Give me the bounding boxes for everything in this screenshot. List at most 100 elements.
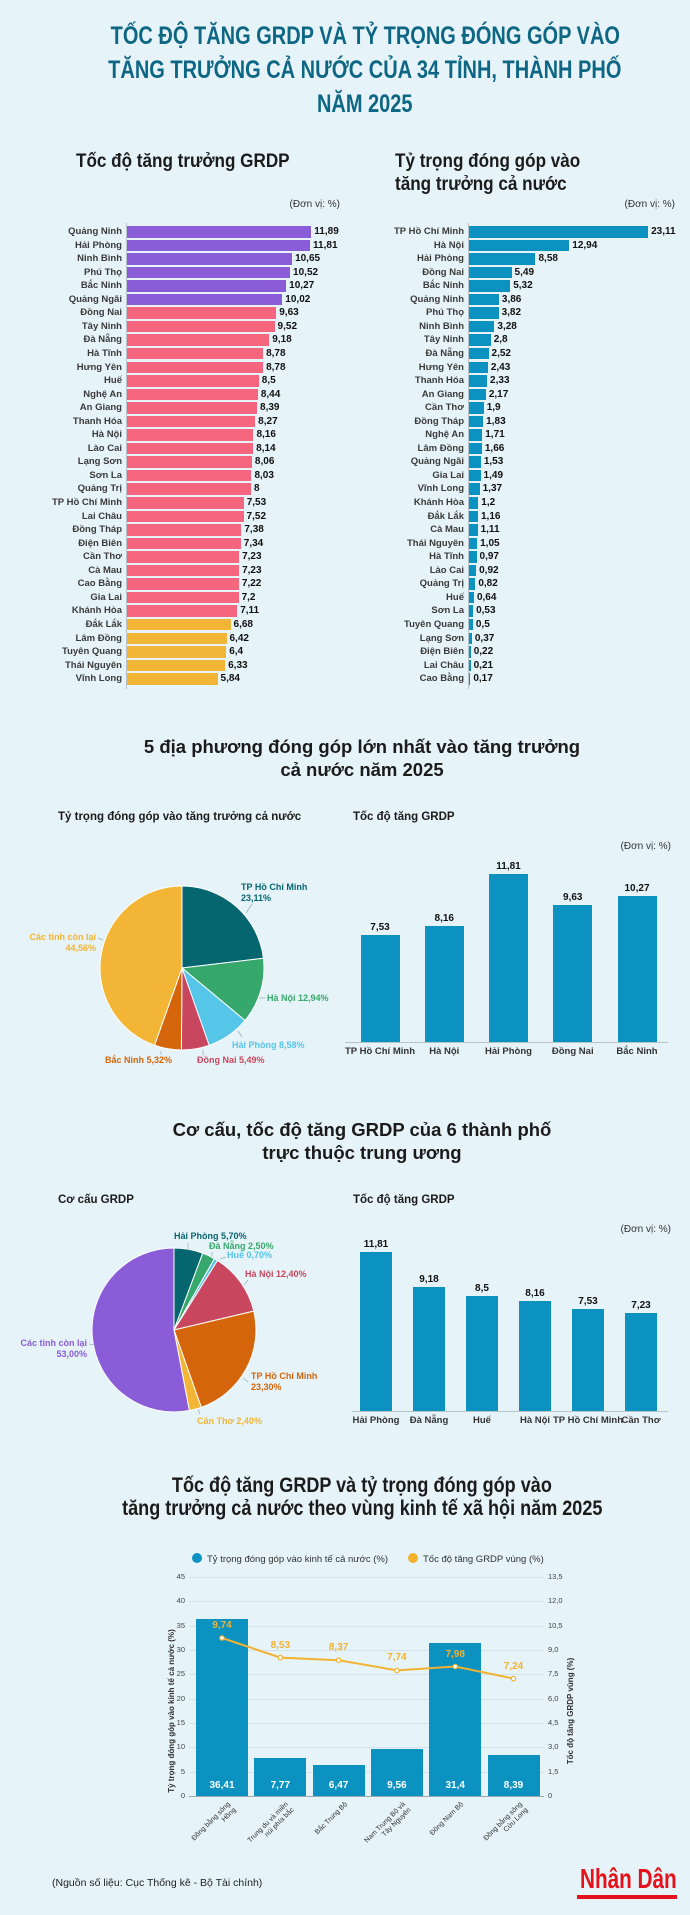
bar-value-label: 3,86 <box>501 293 522 305</box>
bar-value-label: 3,28 <box>497 320 517 332</box>
line-value-label: 9,74 <box>212 1619 232 1631</box>
bar-value-label: 0,17 <box>473 673 493 685</box>
bar-value-label: 0,64 <box>476 591 497 603</box>
grdp-growth-34-bar-chart: Quảng Ninh 11,89 Hải Phòng 11,81 Ninh Bình 10… <box>0 223 345 695</box>
bar-category-label: Nghệ An <box>425 429 464 441</box>
bar-category-label: Đắk Lắk <box>85 618 122 630</box>
section3-heading-line-1: Cơ cấu, tốc độ tăng GRDP của 6 thành phố <box>172 1119 552 1140</box>
legend-label: Tốc độ tăng GRDP vùng (%) <box>423 1554 544 1565</box>
bar <box>370 1749 423 1796</box>
right-axis-tick: 13,5 <box>548 1572 563 1581</box>
bar <box>469 632 472 644</box>
bar-category-label: Lào Cai <box>429 564 464 576</box>
bar-row: Đà Nẵng 9,18 <box>0 333 345 347</box>
bar-category-label: Cần Thơ <box>83 551 122 563</box>
gridline <box>189 1747 544 1749</box>
bar-category-label: Hải Phòng <box>75 239 122 251</box>
bar-row: Đà Nẵng 2,52 <box>345 347 690 361</box>
pie-label-name: Hải Phòng <box>232 1040 277 1050</box>
contribution-34-bar-chart: TP Hồ Chí Minh 23,11 Hà Nội 12,94 Hải Phòng 8… <box>345 223 690 695</box>
bar-row: Hải Phòng 11,81 <box>0 239 345 253</box>
bar-row: Hà Nội 12,94 <box>345 239 690 253</box>
bar <box>469 266 512 279</box>
bar <box>127 347 264 360</box>
bar-category-label: Bắc Ninh <box>616 1046 658 1057</box>
bar-category-label: Huế <box>473 1415 491 1426</box>
bar-row: Đắk Lắk 1,16 <box>345 510 690 524</box>
bar-value-label: 7,23 <box>242 564 262 576</box>
pie-label-hue: Huế 0,70% <box>227 1250 272 1261</box>
bar-value-label: 36,41 <box>209 1780 235 1791</box>
bar <box>127 429 254 441</box>
bar <box>360 1251 392 1411</box>
bar-category-label: Lai Châu <box>423 659 464 671</box>
section2-heading: 5 địa phương đóng góp lớn nhất vào tăng … <box>40 735 684 781</box>
pie-label-name: TP Hồ Chí Minh <box>241 882 308 892</box>
bar-row: Gia Lai 7,2 <box>0 591 345 605</box>
bar <box>469 239 570 252</box>
bar-category-label: Gia Lai <box>432 469 464 481</box>
bar <box>617 896 657 1042</box>
line-point-marker <box>335 1657 342 1664</box>
legend-item-growth: Tốc độ tăng GRDP vùng (%) <box>408 1553 544 1567</box>
bar-value-label: 9,52 <box>277 320 298 332</box>
bar-value-label: 31,4 <box>445 1780 465 1791</box>
pie-label-pct: 5,49% <box>239 1055 265 1065</box>
bar-value-label: 8,14 <box>256 442 276 454</box>
axis-line <box>352 1411 668 1412</box>
pie-slice <box>173 1310 257 1408</box>
main-title-line-3: NĂM 2025 <box>317 90 413 118</box>
bar-value-label: 7,2 <box>241 591 256 603</box>
bar-value-label: 1,83 <box>486 415 506 427</box>
bar-row: Nghệ An 1,71 <box>345 428 690 442</box>
bar-row: Thanh Hóa 8,27 <box>0 415 345 429</box>
six-cities-grdp-growth-bar-chart: 11,81 Hải Phòng 9,18 Đà Nẵng 8,5 Huế 8,16 Hà Nộ… <box>345 1239 690 1440</box>
bar-value-label: 1,11 <box>480 524 500 536</box>
pie-label-pct: 5,70% <box>221 1231 247 1241</box>
bar-value-label: 23,11 <box>651 226 676 237</box>
bar-value-label: 9,63 <box>563 892 583 904</box>
bar-category-label: Cà Mau <box>88 564 122 576</box>
bar-category-label: Hà Nội <box>433 239 464 251</box>
line-point-marker <box>219 1635 225 1641</box>
bar-value-label: 0,97 <box>479 551 499 563</box>
bar <box>127 334 270 346</box>
bar-row: Lâm Đồng 1,66 <box>345 442 690 456</box>
axis-line <box>126 223 127 689</box>
pie-label-pct: 8,58% <box>279 1040 305 1050</box>
gridline <box>189 1771 544 1773</box>
bar-category-label: Lâm Đồng <box>417 442 464 454</box>
right-axis-tick: 3,0 <box>548 1742 559 1752</box>
bar-value-label: 0,21 <box>473 659 494 671</box>
bar-value-label: 2,52 <box>491 347 511 359</box>
bar <box>469 524 478 536</box>
growth-line-series <box>219 1635 517 1682</box>
line-value-label: 7,98 <box>445 1648 465 1660</box>
logo-text: Nhân Dân <box>580 1863 677 1894</box>
bar <box>127 415 256 428</box>
pie-label-name: TP Hồ Chí Minh <box>251 1371 318 1381</box>
pie-slice <box>181 885 264 969</box>
bar-category-label: Tuyên Quang <box>62 646 122 658</box>
bar-row: An Giang 8,39 <box>0 401 345 415</box>
left-axis-tick: 20 <box>176 1693 185 1703</box>
bar-value-label: 6,4 <box>229 646 244 658</box>
right-axis-tick: 9,0 <box>548 1645 559 1654</box>
bar-row: Khánh Hòa 7,11 <box>0 604 345 618</box>
bar-row: Phú Thọ 10,52 <box>0 266 345 280</box>
bar-category-label: Lào Cai <box>87 442 122 454</box>
bar-category-label: An Giang <box>79 402 122 414</box>
bar <box>466 1296 498 1411</box>
bar-category-label: Khánh Hòa <box>71 605 122 617</box>
bar-category-label: Lạng Sơn <box>419 632 464 644</box>
bar-row: Sơn La 8,03 <box>0 469 345 483</box>
section4-heading-line-1: Tốc độ tăng GRDP và tỷ trọng đóng góp và… <box>172 1474 552 1497</box>
bar-row: Bắc Ninh 10,27 <box>0 279 345 293</box>
bar <box>360 935 400 1042</box>
bar-value-label: 11,89 <box>314 226 339 237</box>
left-axis-tick: 45 <box>176 1572 185 1581</box>
bar <box>469 347 489 360</box>
axis-line <box>345 1042 668 1043</box>
gridline <box>189 1674 544 1676</box>
bar-category-label: Tây Ninh <box>423 334 464 346</box>
